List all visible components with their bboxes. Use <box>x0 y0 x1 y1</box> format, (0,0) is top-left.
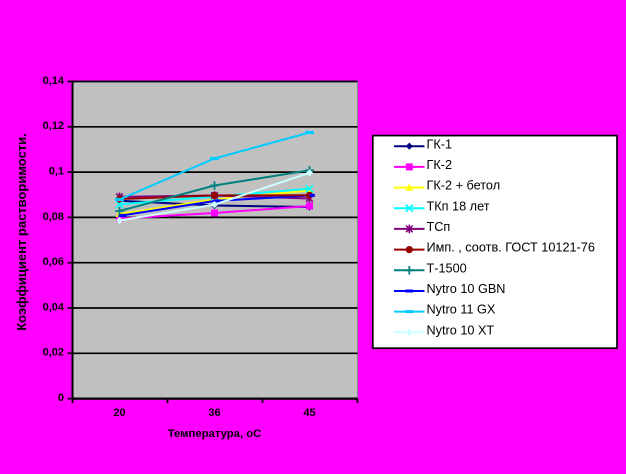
svg-text:ГК-2 + бетол: ГК-2 + бетол <box>427 179 501 193</box>
svg-text:Температура, оС: Температура, оС <box>168 428 262 440</box>
svg-text:Имп. , соотв. ГОСТ 10121-76: Имп. , соотв. ГОСТ 10121-76 <box>427 241 595 255</box>
svg-text:0,14: 0,14 <box>43 75 65 87</box>
svg-text:0,04: 0,04 <box>43 301 65 313</box>
svg-text:0,02: 0,02 <box>43 347 64 359</box>
svg-text:0: 0 <box>58 392 64 404</box>
svg-text:Коэффициент растворимости.: Коэффициент растворимости. <box>14 133 29 331</box>
svg-text:ГК-2: ГК-2 <box>427 158 453 172</box>
svg-text:Т-1500: Т-1500 <box>427 261 467 275</box>
svg-text:36: 36 <box>208 407 220 419</box>
svg-text:Nytro 11 GX: Nytro 11 GX <box>427 303 496 317</box>
svg-text:0,08: 0,08 <box>43 211 64 223</box>
svg-text:Nytro 10 XT: Nytro 10 XT <box>427 323 495 337</box>
svg-text:0,1: 0,1 <box>49 166 64 178</box>
svg-text:ТСп: ТСп <box>427 220 451 234</box>
svg-text:45: 45 <box>303 407 315 419</box>
svg-text:0,12: 0,12 <box>43 120 64 132</box>
svg-text:0,06: 0,06 <box>43 256 64 268</box>
svg-text:20: 20 <box>113 407 125 419</box>
svg-text:ТКп 18 лет: ТКп 18 лет <box>427 199 490 213</box>
svg-text:ГК-1: ГК-1 <box>427 137 453 151</box>
svg-text:Nytro 10 GBN: Nytro 10 GBN <box>427 282 506 296</box>
